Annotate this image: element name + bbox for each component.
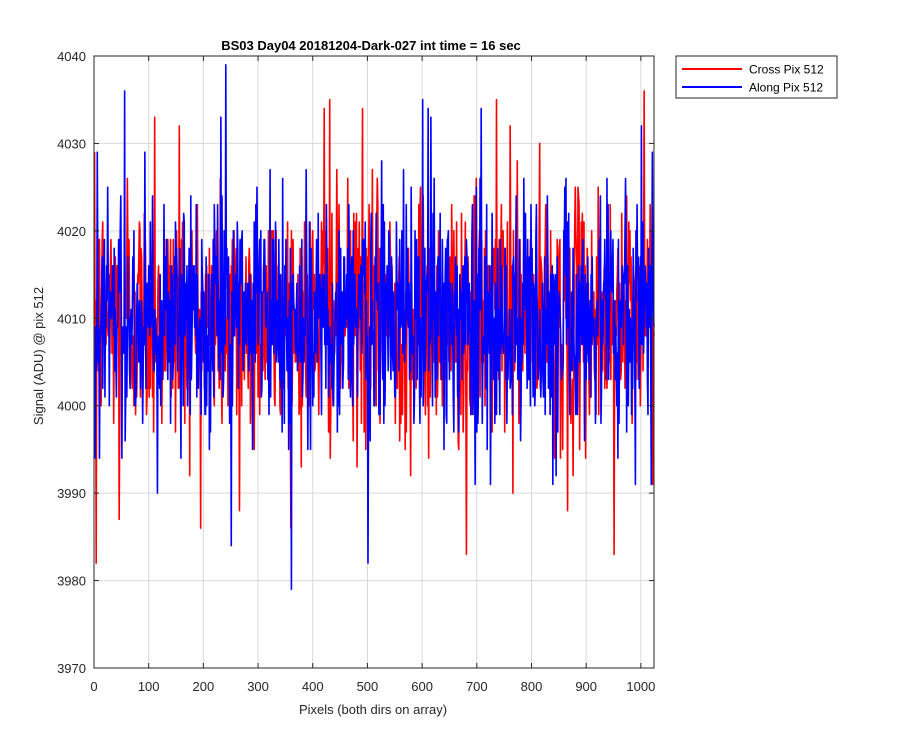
series-lines <box>93 63 655 591</box>
y-tick-label: 4040 <box>57 49 86 64</box>
x-tick-label: 0 <box>90 679 97 694</box>
legend[interactable]: Cross Pix 512 Along Pix 512 <box>675 55 838 99</box>
x-axis-label: Pixels (both dirs on array) <box>299 702 447 717</box>
series-line-along-pix <box>93 63 655 591</box>
y-tick-label: 3970 <box>57 661 86 676</box>
axis-ticks: 0 100 200 300 400 500 600 700 800 900 1000 3970 3980… <box>57 49 655 694</box>
y-tick-label: 3990 <box>57 486 86 501</box>
chart-title: BS03 Day04 20181204-Dark-027 int time = … <box>221 38 521 53</box>
x-tick-label: 400 <box>302 679 324 694</box>
axes-frame <box>93 55 655 669</box>
x-tick-label: 100 <box>138 679 160 694</box>
x-tick-label: 1000 <box>626 679 655 694</box>
y-tick-label: 4010 <box>57 311 86 326</box>
x-tick-label: 200 <box>193 679 215 694</box>
y-tick-label: 4020 <box>57 224 86 239</box>
y-axis-label: Signal (ADU) @ pix 512 <box>31 287 46 425</box>
x-tick-label: 600 <box>411 679 433 694</box>
legend-label-along-pix: Along Pix 512 <box>749 81 823 95</box>
x-tick-label: 700 <box>466 679 488 694</box>
legend-label-cross-pix: Cross Pix 512 <box>749 63 824 77</box>
y-tick-label: 4030 <box>57 136 86 151</box>
x-tick-label: 900 <box>575 679 597 694</box>
x-tick-label: 500 <box>357 679 379 694</box>
y-tick-label: 4000 <box>57 399 86 414</box>
legend-box <box>675 55 838 99</box>
x-tick-label: 800 <box>521 679 543 694</box>
x-tick-label: 300 <box>247 679 269 694</box>
y-tick-label: 3980 <box>57 574 86 589</box>
